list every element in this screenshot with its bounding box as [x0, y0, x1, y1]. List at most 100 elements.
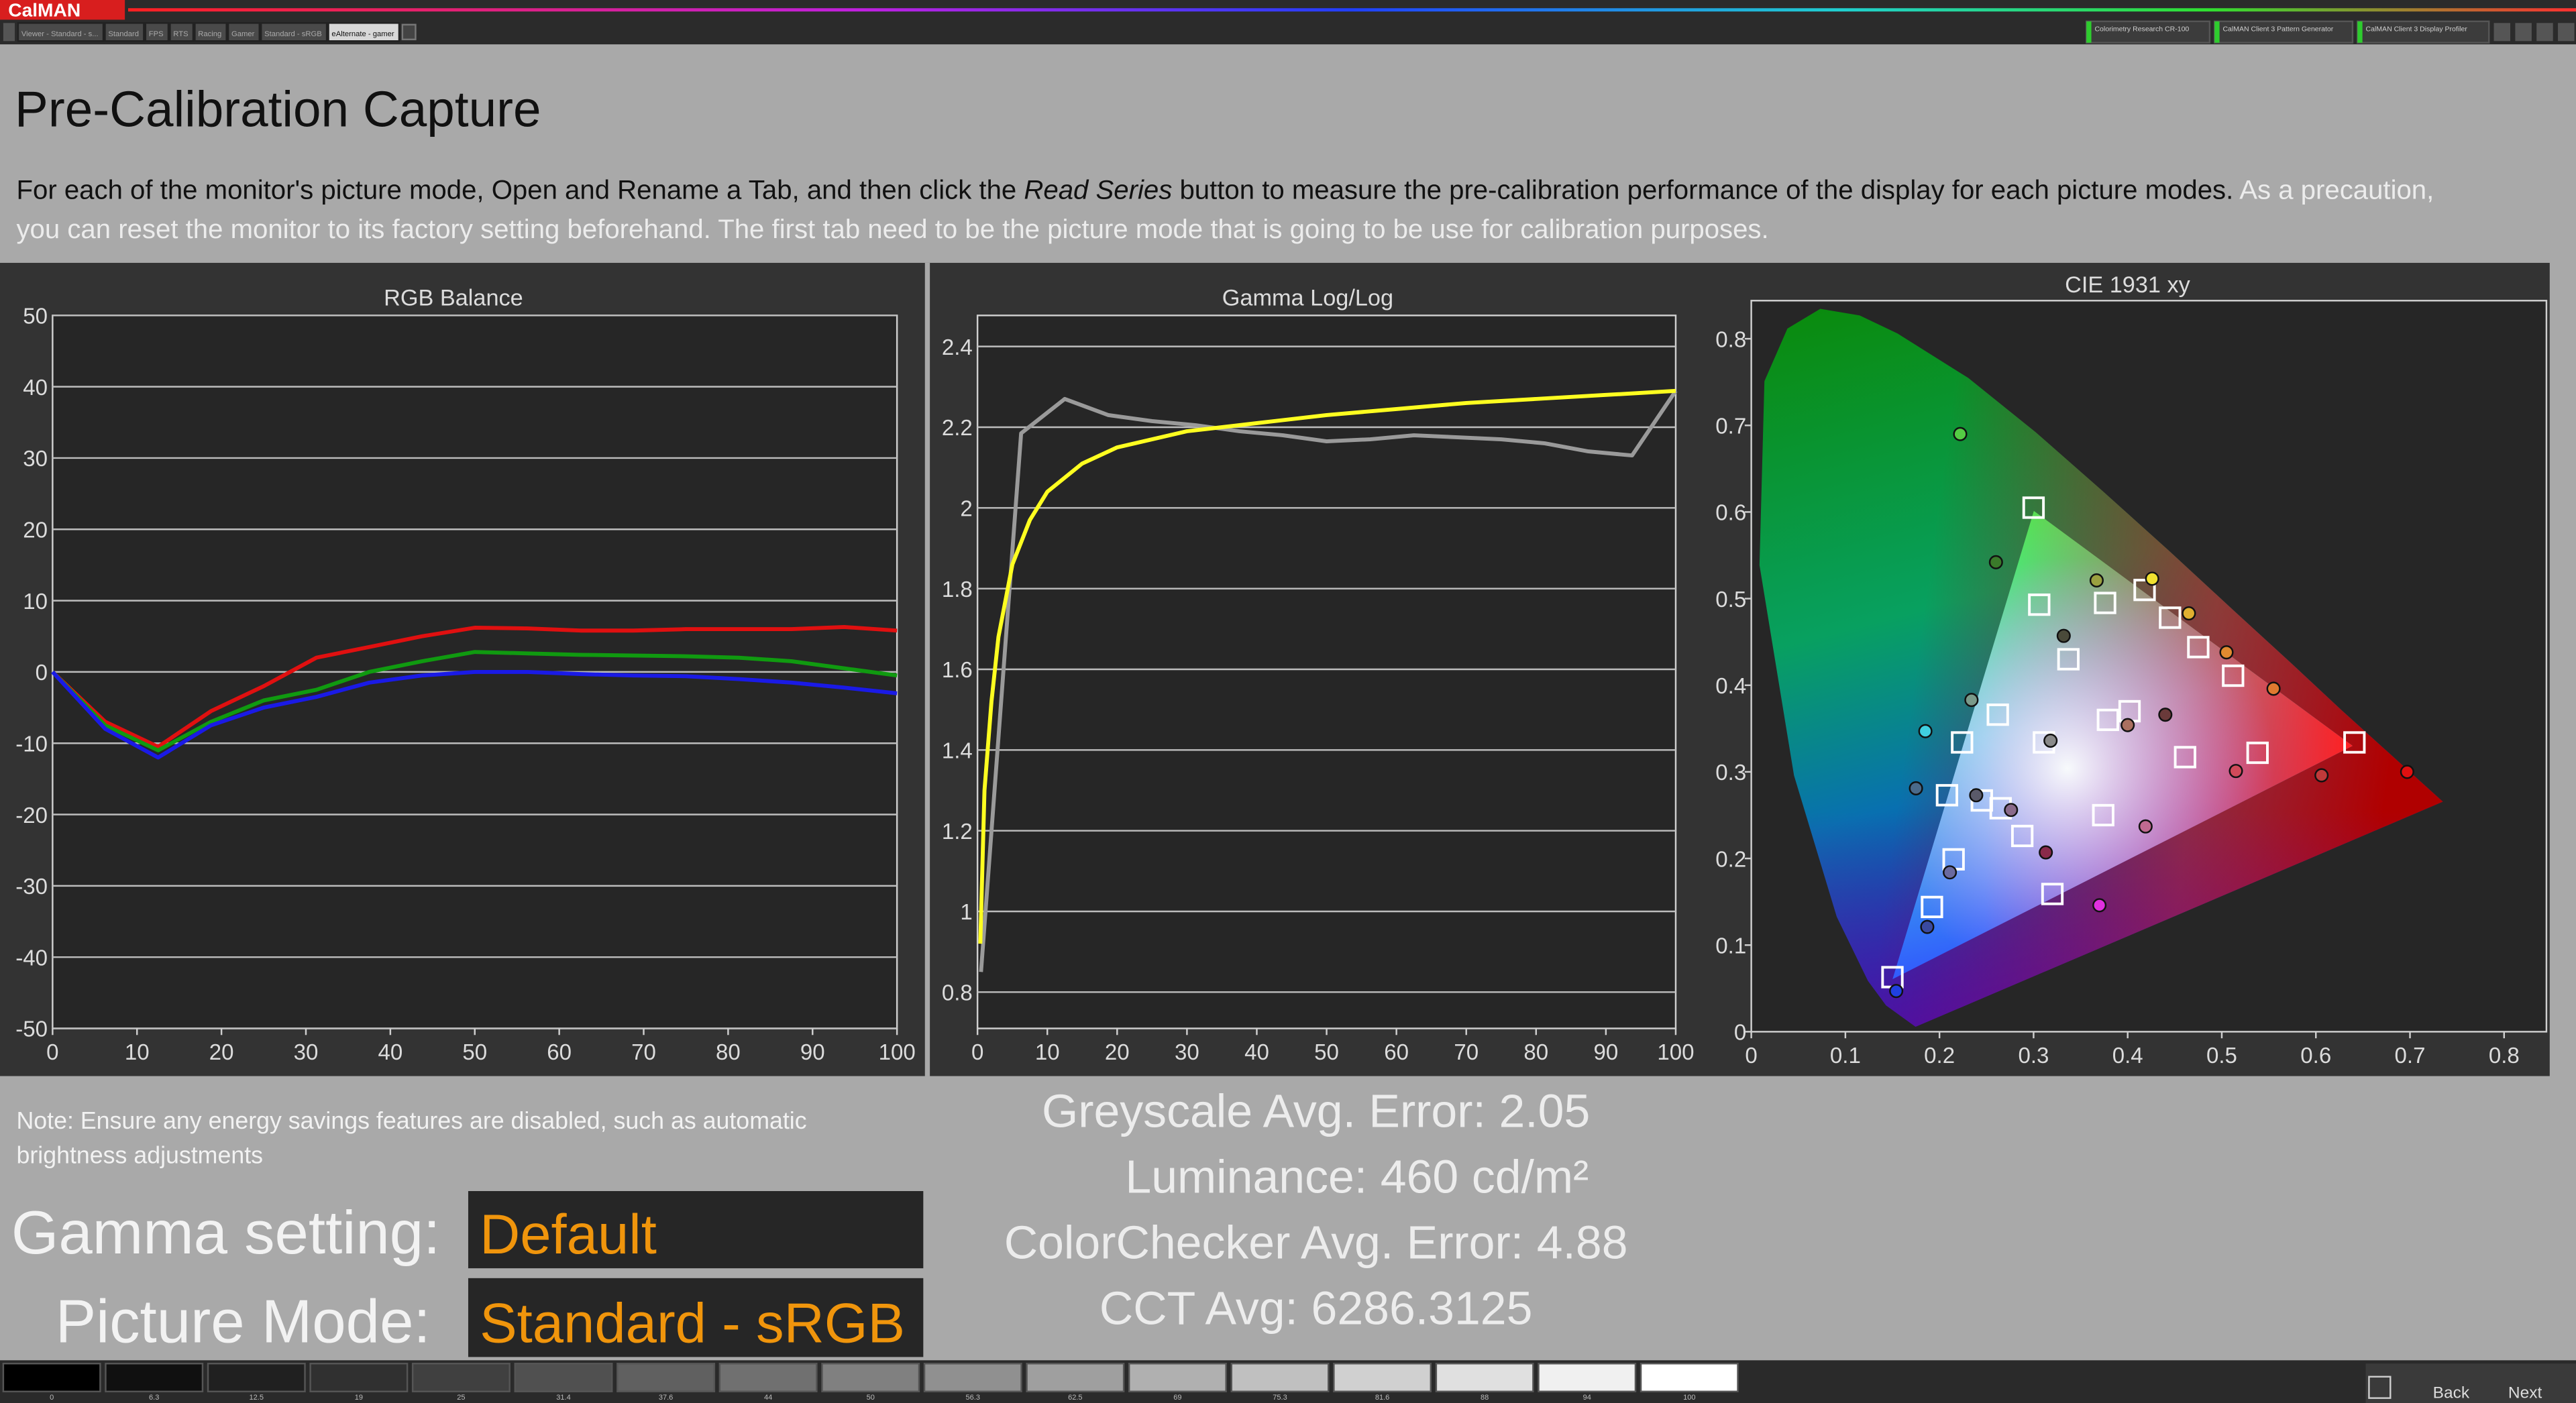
target-marker — [2010, 824, 2034, 848]
y-tick-label: 0.1 — [1715, 934, 1746, 958]
y-tick-label: 0.5 — [1715, 587, 1746, 612]
x-tick-label: 0.5 — [2206, 1044, 2237, 1068]
tab[interactable] — [227, 22, 260, 42]
grey-swatch[interactable] — [1538, 1362, 1637, 1393]
tab-label: RTS — [173, 30, 188, 38]
toolbar-icon[interactable] — [2493, 23, 2511, 42]
y-tick-label: 0.2 — [1715, 847, 1746, 872]
y-tick-label: 2.4 — [942, 335, 973, 360]
device-label: CalMAN Client 3 Display Profiler — [2366, 25, 2468, 34]
tab-scroll[interactable] — [3, 23, 15, 42]
stat-value: 4.88 — [1537, 1216, 1628, 1268]
data-line — [979, 390, 1678, 972]
tab[interactable] — [17, 22, 105, 42]
measured-point — [2314, 768, 2329, 783]
grey-swatch[interactable] — [1640, 1362, 1739, 1393]
grey-swatch[interactable] — [1026, 1362, 1125, 1393]
chart-title: Gamma Log/Log — [1222, 286, 1393, 311]
nav-icon[interactable] — [2368, 1376, 2392, 1399]
x-tick-label: 50 — [1314, 1040, 1339, 1065]
swatch-label: 56.3 — [966, 1394, 980, 1402]
target-marker — [2094, 592, 2116, 614]
rainbow-line — [128, 8, 2576, 12]
app-logo[interactable] — [0, 0, 125, 20]
device-label: Colorimetry Research CR-100 — [2094, 25, 2189, 34]
y-tick-label: 20 — [23, 518, 48, 543]
grey-swatch[interactable] — [1333, 1362, 1432, 1393]
description-emphasis: Read Series — [1024, 176, 1173, 206]
x-tick-label: 0 — [971, 1040, 983, 1065]
y-tick-label: 0 — [1734, 1021, 1746, 1046]
swatch-label: 44 — [764, 1394, 772, 1402]
measured-point — [1943, 865, 1957, 880]
tab[interactable] — [327, 22, 400, 42]
target-marker — [2092, 803, 2114, 827]
stat-line: ColorChecker Avg. Error: 4.88 — [1004, 1216, 1628, 1268]
y-tick-label: -10 — [15, 732, 48, 756]
target-marker — [1951, 731, 1974, 754]
y-tick-label: 0.8 — [942, 981, 973, 1006]
tab-label: eAlternate - gamer — [331, 30, 394, 38]
y-tick-label: 30 — [23, 447, 48, 471]
x-tick-label: 0 — [46, 1040, 58, 1065]
grey-swatch[interactable] — [1230, 1362, 1330, 1393]
x-tick-label: 70 — [631, 1040, 656, 1065]
tab-add[interactable] — [401, 23, 417, 41]
description-text: button to measure the pre-calibration pe… — [1172, 176, 2234, 206]
y-tick-label: 10 — [23, 590, 48, 614]
grey-swatch[interactable] — [1435, 1362, 1534, 1393]
target-marker — [2174, 746, 2196, 769]
tab[interactable] — [260, 22, 328, 42]
swatch-label: 94 — [1583, 1394, 1591, 1402]
tab-label: Gamer — [231, 30, 255, 38]
measured-point — [2039, 845, 2053, 860]
toolbar-icon[interactable] — [2515, 23, 2532, 42]
grey-swatch[interactable] — [411, 1362, 511, 1393]
toolbar-icon[interactable] — [2536, 23, 2553, 42]
measured-point — [1964, 693, 1979, 708]
measured-point — [1918, 724, 1933, 738]
grey-swatch[interactable] — [821, 1362, 920, 1393]
x-tick-label: 30 — [1175, 1040, 1199, 1065]
target-marker — [2057, 648, 2080, 671]
app-name: CalMAN — [8, 0, 80, 20]
measured-point — [2219, 645, 2234, 660]
picture-mode-box[interactable] — [468, 1278, 924, 1357]
gamma-setting-box[interactable] — [468, 1190, 924, 1269]
plot-area — [976, 315, 1677, 1029]
tab[interactable] — [194, 22, 227, 42]
x-tick-label: 80 — [1523, 1040, 1548, 1065]
grey-swatch[interactable] — [718, 1362, 818, 1393]
tab-label: Racing — [198, 30, 221, 38]
grey-swatch[interactable] — [514, 1362, 613, 1393]
swatch-label: 12.5 — [250, 1394, 264, 1402]
grey-swatch[interactable] — [309, 1362, 409, 1393]
tab[interactable] — [169, 22, 195, 42]
device-box[interactable] — [2214, 20, 2354, 44]
toolbar-icon[interactable] — [2558, 23, 2575, 42]
grey-swatch[interactable] — [616, 1362, 716, 1393]
grey-swatch[interactable] — [1128, 1362, 1227, 1393]
device-strip: Colorimetry Research CR-100 CalMAN Client… — [2085, 20, 2490, 44]
stat-line: CCT Avg: 6286.3125 — [1099, 1282, 1533, 1334]
stat-value: 2.05 — [1499, 1084, 1590, 1137]
swatch-label: 88 — [1481, 1394, 1489, 1402]
grey-swatch[interactable] — [2, 1362, 101, 1393]
device-box[interactable] — [2085, 20, 2211, 44]
grey-swatch[interactable] — [105, 1362, 204, 1393]
device-status — [2086, 21, 2092, 43]
tab[interactable] — [104, 22, 145, 42]
y-tick-label: 1.2 — [942, 820, 973, 844]
back-button[interactable]: Back — [2433, 1384, 2470, 1402]
next-button[interactable]: Next — [2508, 1384, 2542, 1402]
y-tick-label: 0 — [36, 661, 48, 685]
grey-swatch[interactable] — [923, 1362, 1022, 1393]
stat-line: Luminance: 460 cd/m² — [1125, 1150, 1589, 1202]
grey-swatch[interactable] — [207, 1362, 306, 1393]
tab[interactable] — [144, 22, 170, 42]
target-marker — [2041, 883, 2064, 905]
y-tick-label: 40 — [23, 376, 48, 400]
x-tick-label: 0.4 — [2112, 1044, 2143, 1068]
x-tick-label: 0.2 — [1924, 1044, 1955, 1068]
